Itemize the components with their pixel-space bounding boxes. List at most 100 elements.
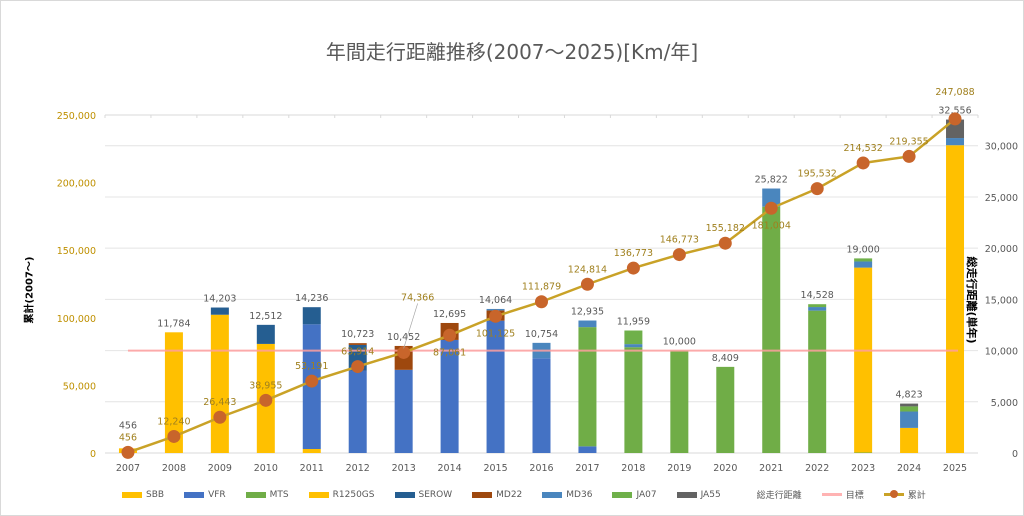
x-tick-label: 2010 — [254, 463, 278, 474]
cumulative-marker — [213, 410, 227, 424]
bar-mts — [670, 350, 689, 453]
cumulative-label: 136,773 — [614, 248, 653, 259]
x-tick-label: 2015 — [483, 463, 507, 474]
right-tick-label: 15,000 — [985, 295, 1018, 306]
bar-mts — [716, 366, 735, 453]
right-tick-label: 0 — [1012, 449, 1018, 460]
annual-total-label: 14,203 — [203, 294, 236, 305]
cumulative-marker — [718, 236, 732, 250]
cumulative-label: 214,532 — [843, 143, 882, 154]
bar-mts — [624, 347, 643, 453]
annual-total-label: 4,823 — [895, 390, 922, 401]
bar-serow — [256, 324, 275, 344]
cumulative-label: 456 — [119, 432, 137, 443]
legend-swatch — [472, 491, 493, 498]
bar-ja07 — [854, 258, 873, 262]
legend-label: 累計 — [907, 491, 926, 501]
legend-item-ja55: JA55 — [676, 489, 721, 500]
legend-item-annual-total: 総走行距離 — [757, 488, 802, 501]
cumulative-label: 146,773 — [660, 235, 699, 246]
chart-title: 年間走行距離推移(2007～2025)[Km/年] — [325, 40, 699, 64]
legend-label: VFR — [208, 489, 226, 500]
annual-total-label: 12,935 — [571, 307, 604, 318]
right-tick-label: 10,000 — [985, 347, 1018, 358]
x-tick-label: 2019 — [667, 463, 691, 474]
bar-md36 — [486, 308, 505, 311]
cumulative-label: 219,355 — [889, 136, 928, 147]
bar-sbb — [302, 449, 321, 453]
right-tick-label: 25,000 — [985, 193, 1018, 204]
cumulative-label: 74,366 — [401, 292, 434, 303]
cumulative-label: 63,914 — [341, 347, 374, 358]
cumulative-marker — [489, 309, 503, 323]
legend-item-serow: SEROW — [394, 490, 452, 500]
cumulative-label: 38,955 — [249, 380, 282, 391]
x-tick-label: 2014 — [438, 463, 462, 474]
bar-mts — [854, 452, 873, 453]
x-tick-label: 2011 — [300, 463, 324, 474]
annual-total-label: 8,409 — [712, 353, 739, 364]
bar-md36 — [854, 261, 873, 268]
cumulative-marker — [902, 149, 916, 163]
cumulative-marker — [764, 201, 778, 215]
annual-total-label: 32,556 — [938, 106, 971, 117]
cumulative-label: 12,240 — [157, 416, 190, 427]
bar-md36 — [762, 188, 781, 207]
cumulative-marker — [259, 393, 273, 407]
legend-item-target: 目標 — [821, 488, 864, 501]
bar-vfr — [532, 358, 551, 453]
legend-item-ja07: JA07 — [612, 490, 657, 500]
annual-total-label: 14,236 — [295, 293, 328, 304]
legend-label: MD22 — [496, 489, 523, 500]
cumulative-marker — [948, 112, 962, 126]
bar-mts — [762, 206, 781, 453]
bar-sbb — [210, 314, 229, 453]
x-tick-label: 2022 — [805, 463, 829, 474]
cumulative-marker — [856, 156, 870, 170]
legend-swatch — [542, 491, 563, 498]
bar-r1250gs — [946, 145, 965, 453]
right-tick-label: 5,000 — [991, 398, 1018, 409]
right-tick-label: 20,000 — [985, 244, 1018, 255]
annual-total-label: 25,822 — [755, 175, 788, 186]
annual-total-label: 14,064 — [479, 295, 512, 306]
legend-line — [821, 493, 842, 496]
bar-md36 — [808, 307, 827, 311]
bar-md36 — [624, 344, 643, 348]
right-tick-label: 30,000 — [985, 142, 1018, 153]
annual-total-label: 12,512 — [249, 311, 282, 322]
x-tick-label: 2016 — [529, 463, 553, 474]
bar-serow — [210, 307, 229, 315]
bar-ja07 — [624, 330, 643, 345]
legend-label: JA55 — [700, 489, 721, 500]
bar-ja55 — [900, 403, 919, 407]
x-tick-label: 2007 — [116, 463, 140, 474]
cumulative-marker — [305, 374, 319, 388]
bar-md36 — [946, 138, 965, 146]
legend-item-r1250gs: R1250GS — [308, 490, 375, 500]
cumulative-marker — [580, 277, 594, 291]
bar-sbb — [164, 332, 183, 453]
left-tick-label: 100,000 — [57, 314, 96, 325]
cumulative-marker — [121, 445, 135, 459]
bar-vfr — [348, 370, 367, 453]
legend-swatch — [612, 491, 633, 498]
x-tick-label: 2008 — [162, 463, 186, 474]
legend-item-sbb: SBB — [122, 490, 164, 500]
legend-swatch — [245, 491, 266, 498]
left-tick-label: 0 — [90, 449, 96, 460]
legend-swatch — [184, 491, 205, 498]
bar-mts — [578, 327, 597, 447]
annual-total-label: 456 — [119, 420, 137, 431]
annual-total-label: 14,528 — [801, 290, 834, 301]
legend-label: MTS — [269, 489, 289, 500]
cumulative-label: 26,443 — [203, 397, 236, 408]
x-tick-label: 2023 — [851, 463, 875, 474]
legend-line — [883, 490, 904, 498]
annual-total-label: 10,723 — [341, 329, 374, 340]
annual-total-label: 10,754 — [525, 329, 558, 340]
left-tick-label: 50,000 — [63, 381, 96, 392]
annual-total-label: 19,000 — [847, 244, 880, 255]
legend-label: 目標 — [845, 491, 864, 501]
